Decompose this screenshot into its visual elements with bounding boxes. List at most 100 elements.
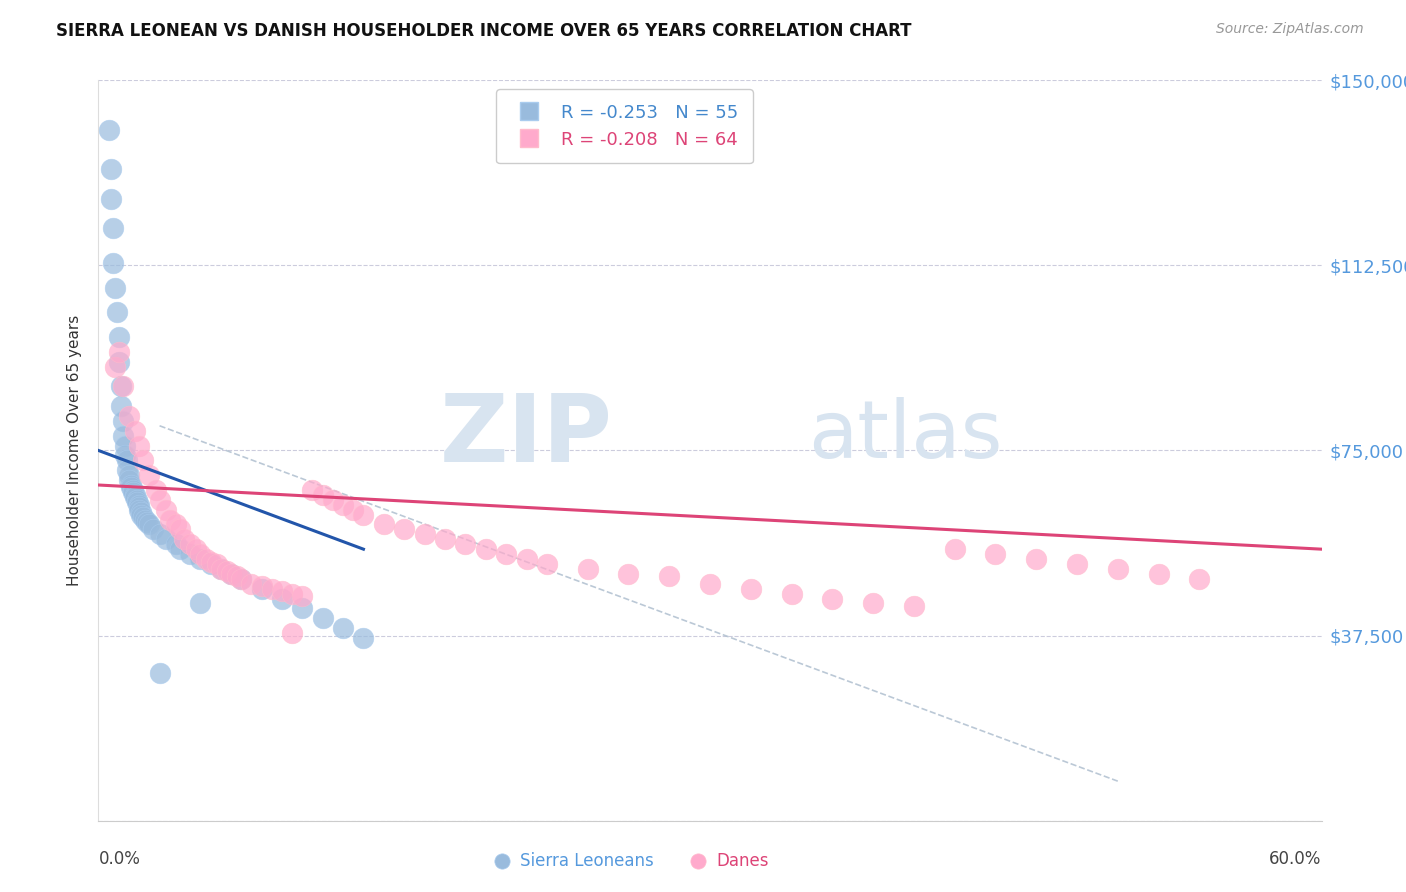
- Point: [165, 517, 187, 532]
- Point: [149, 492, 172, 507]
- Point: [127, 495, 149, 509]
- Point: [219, 566, 242, 581]
- Point: [740, 582, 762, 596]
- Point: [179, 537, 201, 551]
- Point: [1147, 566, 1170, 581]
- Text: Danes: Danes: [716, 853, 769, 871]
- Point: [188, 552, 212, 566]
- Point: [149, 527, 172, 541]
- Point: [128, 500, 150, 515]
- Point: [240, 576, 263, 591]
- Point: [138, 517, 160, 532]
- Point: [373, 517, 395, 532]
- Point: [134, 512, 156, 526]
- Text: 60.0%: 60.0%: [1270, 850, 1322, 868]
- Point: [155, 533, 177, 547]
- Point: [270, 591, 294, 606]
- Point: [120, 478, 142, 492]
- Point: [179, 547, 201, 561]
- Point: [188, 547, 212, 561]
- Point: [155, 502, 177, 516]
- Point: [128, 502, 150, 516]
- Point: [699, 576, 721, 591]
- Point: [291, 601, 314, 615]
- Point: [200, 557, 222, 571]
- Point: [124, 424, 146, 438]
- Point: [1107, 562, 1129, 576]
- Point: [862, 597, 884, 611]
- Point: [169, 542, 191, 557]
- Point: [342, 502, 364, 516]
- Point: [100, 162, 122, 177]
- Point: [195, 552, 218, 566]
- Point: [104, 359, 127, 374]
- Point: [392, 523, 416, 537]
- Point: [108, 330, 131, 344]
- Point: [332, 621, 354, 635]
- Point: [658, 569, 681, 583]
- Point: [281, 626, 304, 640]
- Point: [200, 555, 222, 569]
- Point: [352, 631, 374, 645]
- Point: [118, 409, 141, 423]
- Point: [129, 508, 152, 522]
- Point: [129, 505, 152, 519]
- Point: [413, 527, 436, 541]
- Y-axis label: Householder Income Over 65 years: Householder Income Over 65 years: [67, 315, 83, 586]
- Point: [149, 665, 172, 680]
- Point: [128, 438, 150, 452]
- Point: [1188, 572, 1211, 586]
- Text: ZIP: ZIP: [439, 390, 612, 482]
- Point: [108, 344, 131, 359]
- Legend: R = -0.253   N = 55, R = -0.208   N = 64: R = -0.253 N = 55, R = -0.208 N = 64: [496, 89, 752, 163]
- Point: [108, 354, 131, 368]
- Point: [105, 305, 128, 319]
- Point: [250, 582, 273, 596]
- Point: [260, 582, 283, 596]
- Text: Sierra Leoneans: Sierra Leoneans: [520, 853, 654, 871]
- Point: [984, 547, 1007, 561]
- Point: [903, 599, 925, 613]
- Point: [312, 611, 335, 625]
- Point: [231, 572, 253, 586]
- Point: [104, 280, 127, 294]
- Point: [209, 562, 232, 576]
- Point: [118, 473, 141, 487]
- Point: [250, 579, 273, 593]
- Text: Source: ZipAtlas.com: Source: ZipAtlas.com: [1216, 22, 1364, 37]
- Point: [111, 428, 134, 442]
- Point: [110, 379, 132, 393]
- Point: [165, 537, 187, 551]
- Point: [111, 414, 134, 428]
- Point: [495, 547, 517, 561]
- Point: [536, 557, 558, 571]
- Point: [474, 542, 498, 557]
- Point: [943, 542, 966, 557]
- Point: [127, 492, 149, 507]
- Point: [301, 483, 323, 497]
- Point: [114, 438, 136, 452]
- Point: [617, 566, 640, 581]
- Point: [821, 591, 844, 606]
- Point: [291, 589, 314, 603]
- Point: [145, 483, 167, 497]
- Point: [516, 552, 538, 566]
- Point: [100, 192, 122, 206]
- Point: [122, 483, 145, 497]
- Point: [120, 481, 142, 495]
- Point: [312, 488, 335, 502]
- Point: [115, 453, 138, 467]
- Point: [352, 508, 374, 522]
- Point: [136, 515, 159, 529]
- Point: [101, 221, 124, 235]
- Text: 0.0%: 0.0%: [98, 850, 141, 868]
- Point: [454, 537, 477, 551]
- Point: [434, 533, 457, 547]
- Point: [159, 512, 181, 526]
- Point: [115, 463, 138, 477]
- Point: [1025, 552, 1047, 566]
- Point: [122, 485, 145, 500]
- Text: SIERRA LEONEAN VS DANISH HOUSEHOLDER INCOME OVER 65 YEARS CORRELATION CHART: SIERRA LEONEAN VS DANISH HOUSEHOLDER INC…: [56, 22, 911, 40]
- Point: [188, 597, 212, 611]
- Point: [780, 586, 803, 600]
